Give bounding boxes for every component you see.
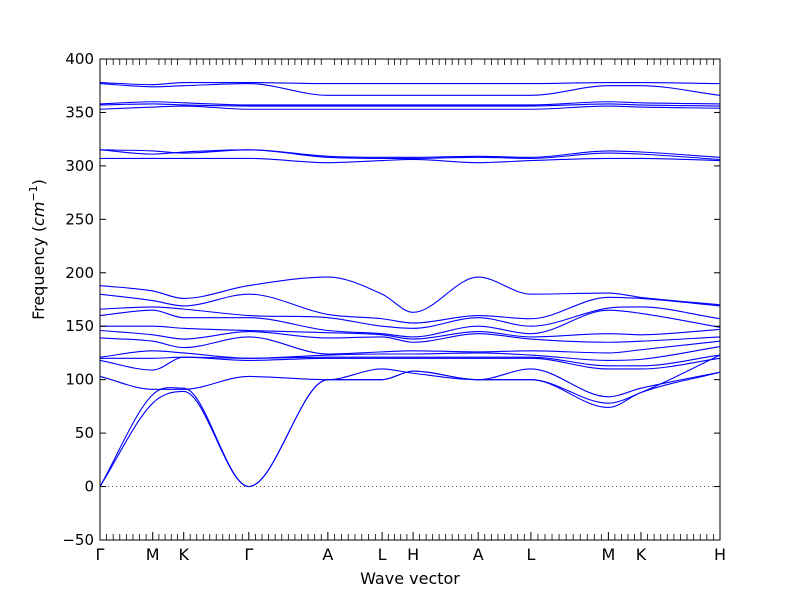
x-tick-label: K [636, 545, 647, 564]
y-axis-ticks: −50 0 50 100 150 200 250 300 350 400 [62, 50, 720, 549]
y-tick-label: 0 [84, 478, 94, 496]
x-tick-label: Γ [244, 545, 253, 564]
y-tick-label: 50 [75, 424, 94, 442]
dispersion-lines [99, 81, 721, 488]
y-axis-label-close: ) [29, 179, 48, 185]
x-tick-label: K [178, 545, 189, 564]
phonon-branch-15 [99, 336, 721, 355]
y-axis-label: Frequency (cm−1) [27, 179, 48, 320]
y-tick-label: 100 [65, 371, 94, 389]
y-axis-label-exponent: −1 [27, 185, 40, 201]
phonon-branch-19 [99, 368, 721, 398]
phonon-branch-20 [99, 354, 721, 488]
x-tick-label: M [146, 545, 160, 564]
phonon-branch-10 [99, 293, 721, 324]
x-axis-label: Wave vector [360, 569, 460, 588]
phonon-branch-6 [99, 149, 721, 158]
phonon-branch-2 [99, 83, 721, 96]
phonon-branch-7 [99, 149, 721, 161]
y-tick-label: 200 [65, 264, 94, 282]
x-tick-label: H [714, 545, 726, 564]
y-axis-label-unit: cm [29, 202, 48, 226]
phonon-branch-13 [100, 325, 721, 340]
phonon-branch-16 [99, 345, 721, 361]
y-axis-label-text: Frequency ( [29, 226, 48, 320]
y-tick-label: 400 [65, 50, 94, 68]
plot-frame [99, 58, 721, 541]
x-tick-label: L [378, 545, 387, 564]
phonon-branch-21 [99, 370, 721, 488]
y-tick-label: 300 [65, 157, 94, 175]
x-tick-label: L [526, 545, 535, 564]
phonon-branch-1 [99, 81, 721, 86]
phonon-branch-5 [99, 105, 721, 110]
x-tick-label: A [322, 545, 333, 564]
phonon-branch-18 [99, 356, 721, 371]
phonon-branch-14 [99, 329, 721, 343]
phonon-branch-3 [99, 101, 721, 106]
y-tick-label: 150 [65, 317, 94, 335]
x-tick-label: A [473, 545, 484, 564]
phonon-branch-12 [99, 309, 721, 338]
phonon-branch-9 [99, 276, 721, 313]
y-tick-label: 350 [65, 103, 94, 121]
x-tick-label: Γ [96, 545, 105, 564]
x-tick-label: M [601, 545, 615, 564]
phonon-branch-4 [99, 103, 721, 107]
y-tick-label: −50 [62, 531, 94, 549]
phonon-branch-8 [100, 157, 721, 164]
x-tick-label: H [407, 545, 419, 564]
phonon-branch-11 [99, 306, 721, 329]
y-tick-label: 250 [65, 210, 94, 228]
